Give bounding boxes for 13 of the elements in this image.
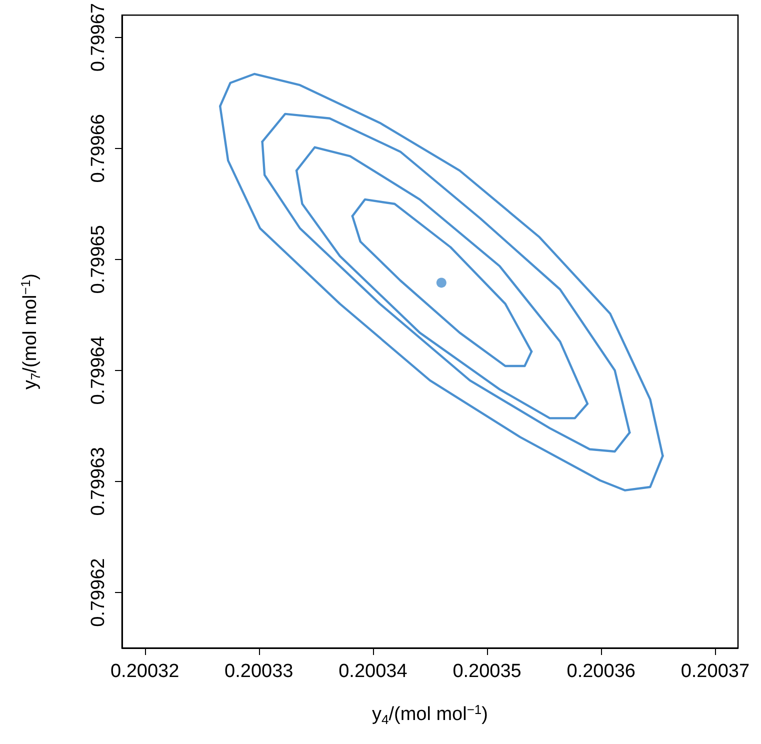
x-tick-label: 0.20032 [110,661,180,682]
y-tick-label: 0.79964 [88,336,109,405]
y-axis-title: y7/(mol mol−1) [18,274,43,390]
y-tick-label: 0.79966 [88,114,109,183]
x-tick-label: 0.20036 [566,661,636,682]
x-tick-label: 0.20037 [680,661,750,682]
y-tick-label: 0.79965 [88,225,109,294]
x-tick-label: 0.20033 [224,661,294,682]
y-tick-label: 0.79962 [88,558,109,627]
x-tick-label: 0.20035 [452,661,522,682]
y-tick-label: 0.79963 [88,447,109,516]
x-tick-label: 0.20034 [338,661,408,682]
y-tick-label: 0.79967 [88,2,109,72]
